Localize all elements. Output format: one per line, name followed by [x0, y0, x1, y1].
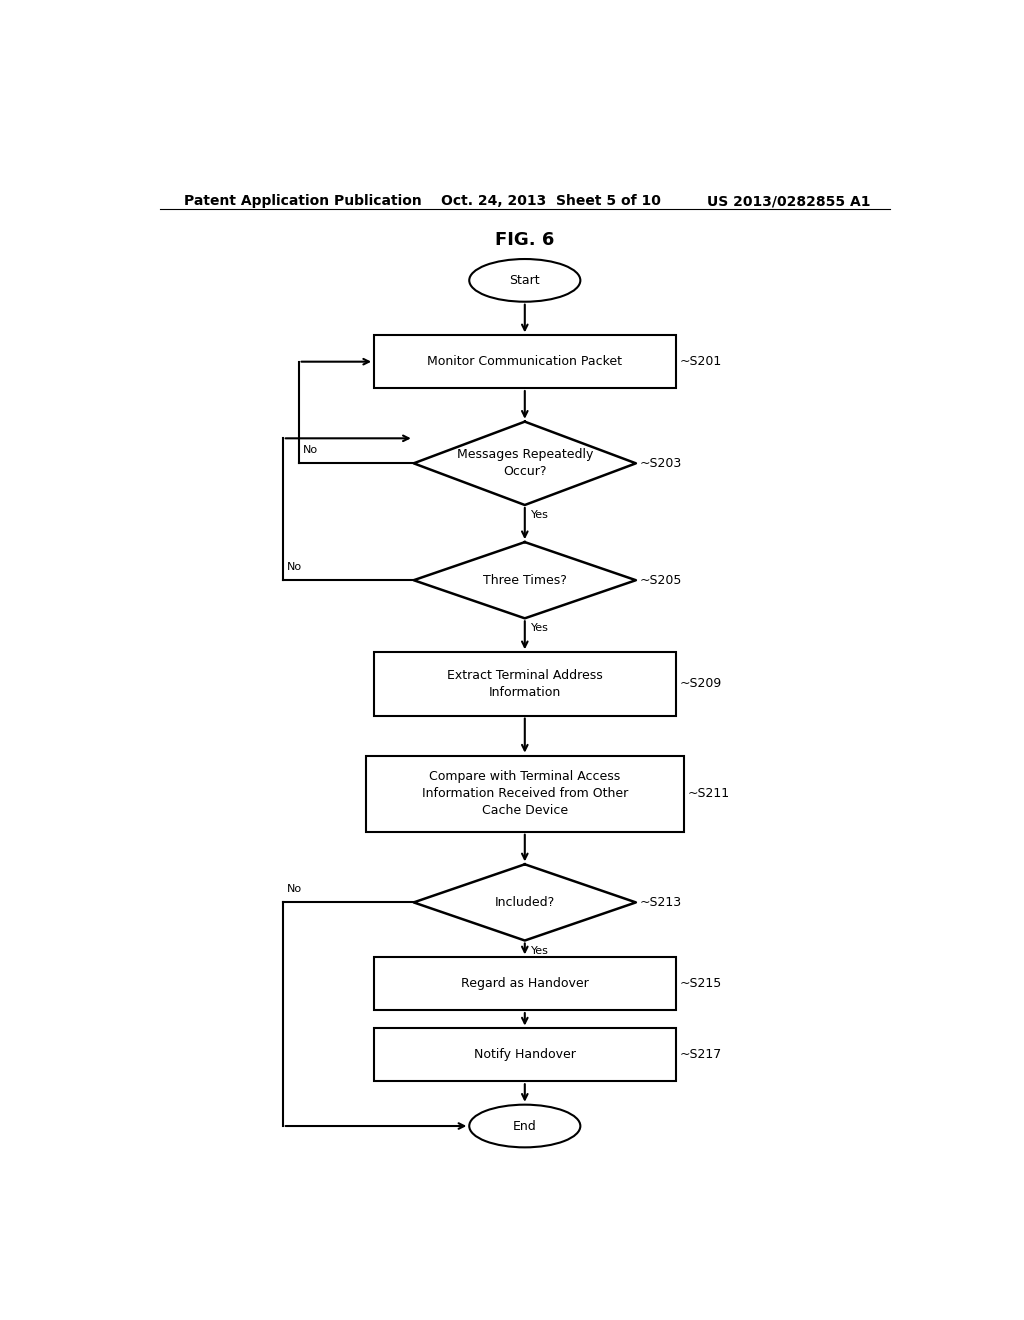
Text: ~S211: ~S211 [687, 787, 730, 800]
Ellipse shape [469, 1105, 581, 1147]
Text: ~S203: ~S203 [640, 457, 682, 470]
Text: Extract Terminal Address
Information: Extract Terminal Address Information [446, 669, 603, 698]
Text: Monitor Communication Packet: Monitor Communication Packet [427, 355, 623, 368]
Text: End: End [513, 1119, 537, 1133]
Text: No: No [287, 884, 302, 894]
Text: ~S205: ~S205 [640, 574, 682, 586]
Bar [374, 335, 676, 388]
Text: Three Times?: Three Times? [483, 574, 566, 586]
Polygon shape [414, 865, 636, 941]
Text: Notify Handover: Notify Handover [474, 1048, 575, 1061]
Bar [367, 755, 684, 832]
Text: FIG. 6: FIG. 6 [496, 231, 554, 248]
Text: Regard as Handover: Regard as Handover [461, 977, 589, 990]
Text: ~S201: ~S201 [680, 355, 722, 368]
Polygon shape [414, 543, 636, 618]
Text: Yes: Yes [531, 510, 549, 520]
Text: Patent Application Publication: Patent Application Publication [183, 194, 421, 209]
Text: Messages Repeatedly
Occur?: Messages Repeatedly Occur? [457, 449, 593, 478]
Bar [374, 957, 676, 1010]
Text: ~S209: ~S209 [680, 677, 722, 690]
Ellipse shape [469, 259, 581, 302]
Text: ~S217: ~S217 [680, 1048, 722, 1061]
Text: No: No [287, 562, 302, 572]
Bar [374, 652, 676, 715]
Text: Start: Start [510, 273, 540, 286]
Text: US 2013/0282855 A1: US 2013/0282855 A1 [708, 194, 870, 209]
Text: Oct. 24, 2013  Sheet 5 of 10: Oct. 24, 2013 Sheet 5 of 10 [441, 194, 662, 209]
Polygon shape [414, 421, 636, 506]
Text: ~S215: ~S215 [680, 977, 722, 990]
Text: Yes: Yes [531, 623, 549, 634]
Text: Included?: Included? [495, 896, 555, 909]
Text: Compare with Terminal Access
Information Received from Other
Cache Device: Compare with Terminal Access Information… [422, 770, 628, 817]
Text: No: No [303, 445, 317, 455]
Bar [374, 1028, 676, 1081]
Text: ~S213: ~S213 [640, 896, 682, 909]
Text: Yes: Yes [531, 945, 549, 956]
